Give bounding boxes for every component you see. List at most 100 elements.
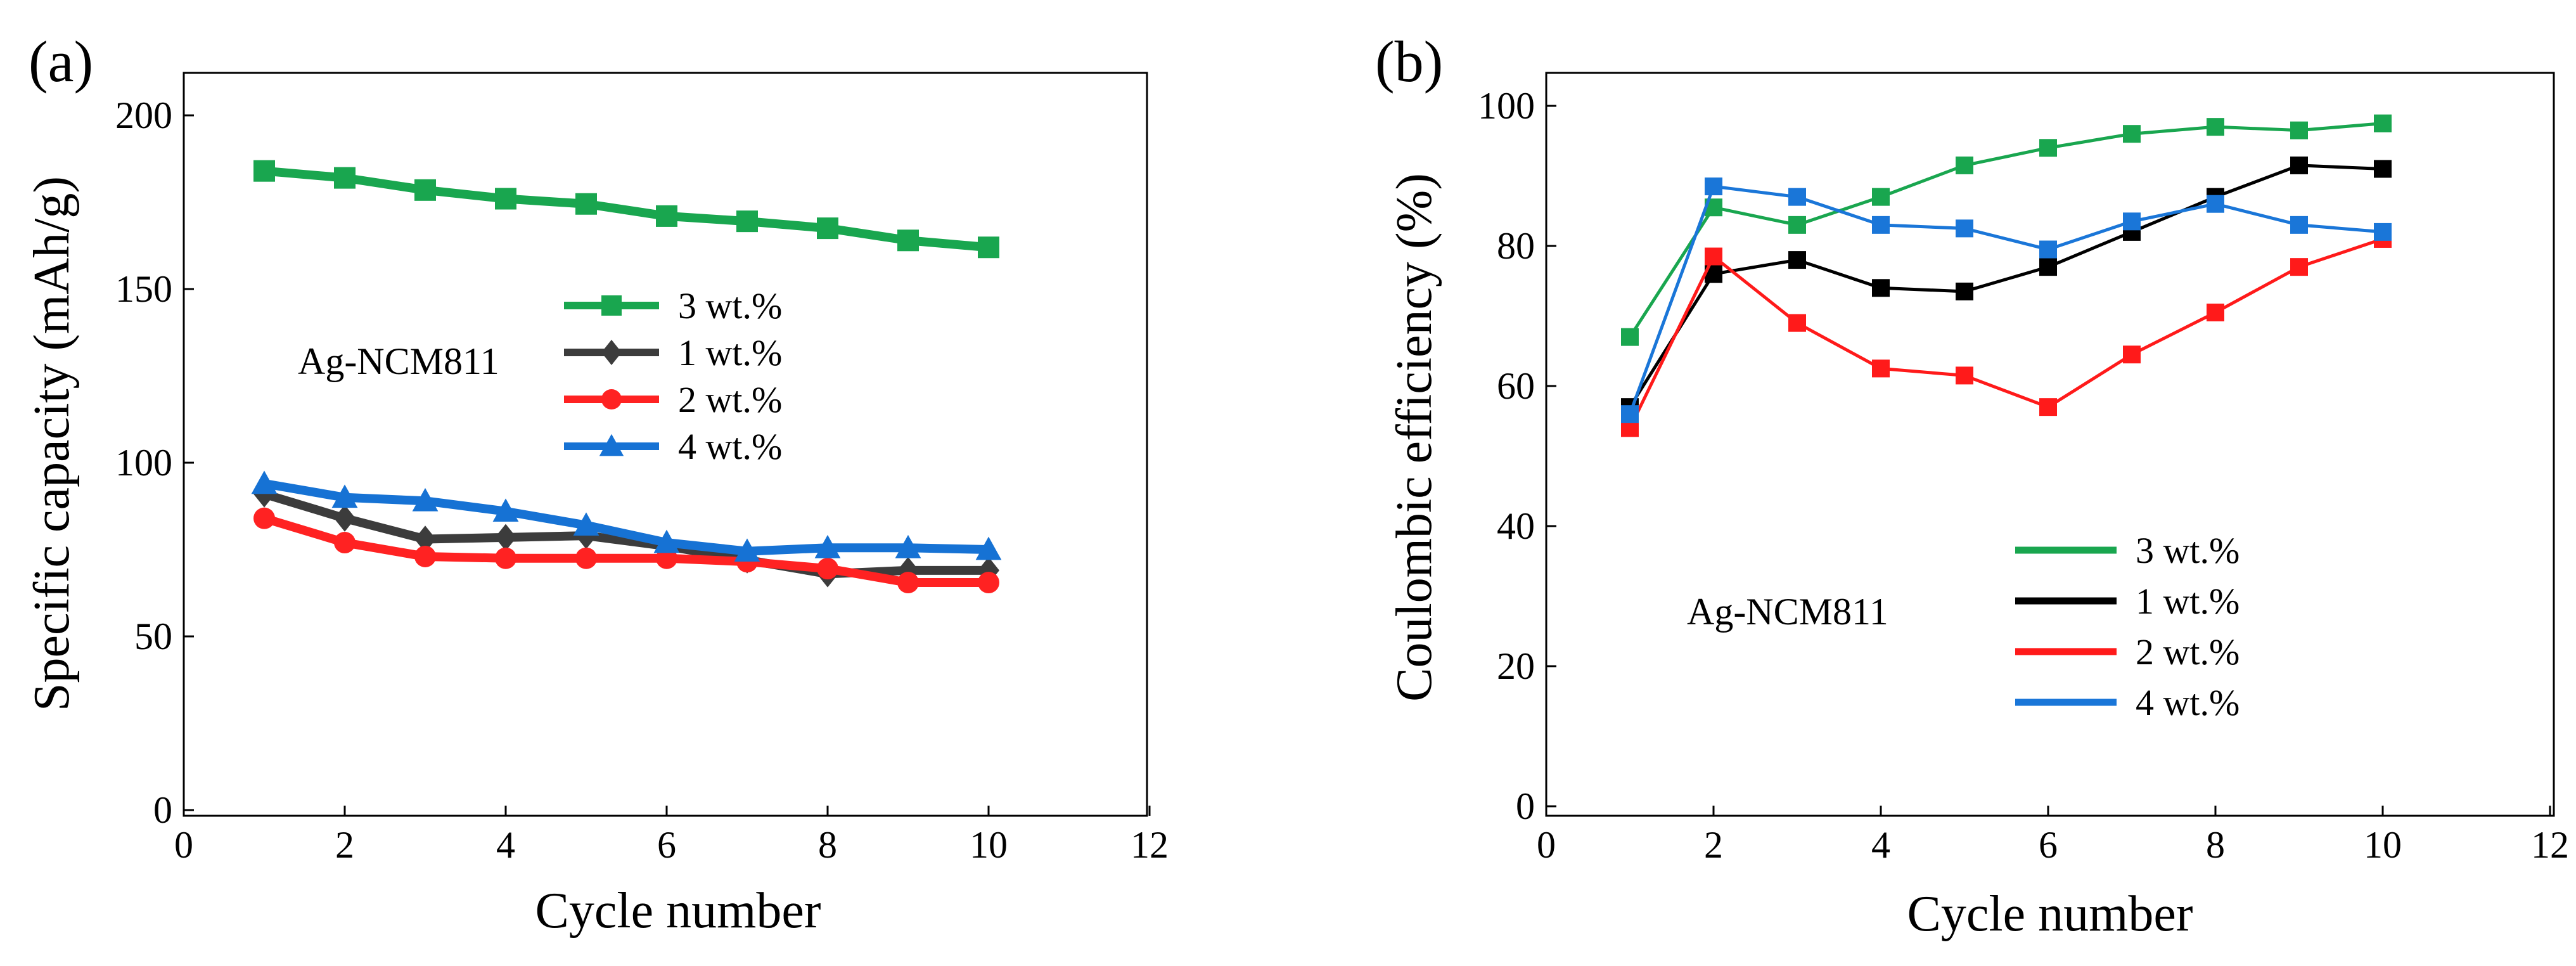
data-point xyxy=(414,545,436,567)
data-point xyxy=(1788,251,1806,269)
panel-a-legend: 3 wt.% 1 wt.% 2 wt.% 4 wt.% xyxy=(564,285,782,467)
data-point xyxy=(814,534,841,558)
y-tick-label: 0 xyxy=(153,789,172,831)
panel-b-y-axis-title: Coulombic efficiency (%) xyxy=(1387,173,1442,702)
panel-b-ticks: 0 2 4 6 8 10 12 0 20 40 60 80 100 xyxy=(1478,85,2569,866)
series-4-wt xyxy=(251,470,1002,562)
legend-label: 1 wt.% xyxy=(2136,581,2240,622)
panel-a-ticks: 0 2 4 6 8 10 12 0 50 100 150 200 xyxy=(115,94,1169,866)
series-1-wt xyxy=(1621,156,2392,416)
data-point xyxy=(1956,282,1973,300)
data-point xyxy=(331,484,358,508)
data-point xyxy=(334,532,356,554)
x-tick-label: 6 xyxy=(2039,824,2058,866)
legend-label: 4 wt.% xyxy=(678,426,782,467)
data-point xyxy=(573,512,599,536)
panel-b-x-axis-title: Cycle number xyxy=(1907,886,2193,942)
data-point xyxy=(1872,188,1890,206)
series-line xyxy=(1628,237,2385,430)
data-point xyxy=(1872,359,1890,378)
x-tick-label: 8 xyxy=(2206,824,2225,866)
data-point xyxy=(736,210,758,233)
data-point xyxy=(656,205,677,227)
data-point xyxy=(495,188,516,210)
x-tick-label: 2 xyxy=(1704,824,1723,866)
y-tick-label: 100 xyxy=(115,442,172,484)
data-point xyxy=(1705,177,1722,196)
data-point xyxy=(1788,314,1806,332)
x-tick-label: 4 xyxy=(1871,824,1890,866)
data-point xyxy=(1788,216,1806,234)
x-tick-label: 10 xyxy=(2364,824,2402,866)
data-point xyxy=(334,167,356,189)
panel-a-plot-frame xyxy=(183,72,1148,817)
legend-label: 3 wt.% xyxy=(678,285,782,326)
data-point xyxy=(2290,156,2308,174)
x-tick-label: 12 xyxy=(2531,824,2569,866)
series-line xyxy=(260,513,993,588)
data-point xyxy=(734,538,760,562)
x-tick-label: 10 xyxy=(970,824,1008,866)
data-point xyxy=(1956,366,1973,385)
x-tick-label: 12 xyxy=(1131,824,1169,866)
panel-b-legend: 3 wt.% 1 wt.% 2 wt.% 4 wt.% xyxy=(2015,530,2240,723)
data-point xyxy=(1621,405,1639,423)
x-tick-label: 8 xyxy=(818,824,837,866)
legend-marker xyxy=(601,389,622,409)
series-line xyxy=(1628,164,2385,409)
data-point xyxy=(334,505,356,532)
data-point xyxy=(1705,247,1722,266)
panel-a-label: (a) xyxy=(29,29,93,94)
series-line xyxy=(260,166,993,252)
y-tick-label: 60 xyxy=(1497,365,1535,407)
y-tick-label: 20 xyxy=(1497,645,1535,687)
series-2-wt xyxy=(253,507,999,594)
panel-a-y-axis-title: Specific capacity (mAh/g) xyxy=(24,176,80,711)
x-tick-label: 4 xyxy=(496,824,515,866)
panel-b-label: (b) xyxy=(1375,29,1443,94)
data-point xyxy=(2207,195,2224,213)
legend-label: 3 wt.% xyxy=(2136,530,2240,571)
series-line xyxy=(260,479,993,556)
x-tick-label: 2 xyxy=(335,824,354,866)
data-point xyxy=(975,536,1002,560)
y-tick-label: 150 xyxy=(115,268,172,310)
data-point xyxy=(575,193,597,215)
series-line xyxy=(1628,122,2385,339)
data-point xyxy=(2374,114,2392,132)
y-tick-label: 200 xyxy=(115,94,172,136)
data-point xyxy=(412,487,439,512)
legend-marker xyxy=(599,434,624,456)
data-point xyxy=(1872,279,1890,297)
y-tick-label: 40 xyxy=(1497,505,1535,547)
data-point xyxy=(653,529,680,553)
legend-marker xyxy=(601,295,622,316)
data-point xyxy=(495,524,516,551)
panel-b-efficiency-chart: (b) 0 2 4 6 8 10 12 0 20 40 60 80 100 Ag-NCM811 3 wt… xyxy=(1375,29,2569,942)
series-4-wt xyxy=(1621,177,2392,423)
x-tick-label: 0 xyxy=(1537,824,1556,866)
data-point xyxy=(2374,160,2392,178)
data-point xyxy=(253,507,275,529)
data-point xyxy=(575,547,597,569)
data-point xyxy=(414,525,436,553)
data-point xyxy=(2290,121,2308,139)
data-point xyxy=(897,229,919,252)
data-point xyxy=(2123,125,2141,143)
data-point xyxy=(492,498,519,522)
x-tick-label: 0 xyxy=(174,824,193,866)
data-point xyxy=(2039,398,2057,416)
data-point xyxy=(2207,303,2224,321)
series-2-wt xyxy=(1621,229,2392,437)
data-point xyxy=(2039,139,2057,157)
series-line xyxy=(1628,184,2385,416)
y-tick-label: 80 xyxy=(1497,225,1535,267)
data-point xyxy=(2290,258,2308,276)
y-tick-label: 100 xyxy=(1478,85,1535,127)
data-point xyxy=(2290,216,2308,234)
y-tick-label: 50 xyxy=(134,615,172,657)
legend-label: 2 wt.% xyxy=(678,379,782,420)
data-point xyxy=(895,534,921,558)
data-point xyxy=(495,547,516,569)
